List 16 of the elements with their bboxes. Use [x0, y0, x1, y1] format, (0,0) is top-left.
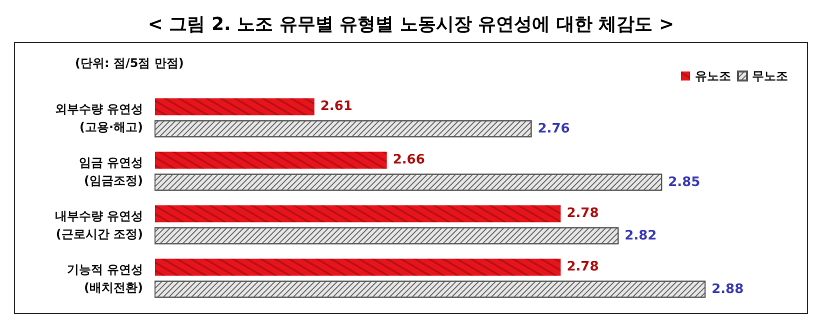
data-label: 2.66 [392, 152, 425, 168]
annotation: (단위: 점/5점 만점) [75, 56, 184, 70]
data-label: 2.82 [624, 228, 657, 244]
data-label: 2.88 [712, 282, 744, 297]
y-tick-label: 기능적 유연성 (배치전환) [66, 262, 143, 294]
legend-label: 유노조 [695, 69, 731, 83]
y-tick-label: 내부수량 유연성 (근로시간 조정) [54, 208, 143, 241]
data-label: 2.76 [538, 121, 570, 136]
y-tick-label: 임금 유연성 (임금조정) [78, 155, 143, 188]
legend-label: 무노조 [752, 69, 788, 83]
y-tick-label: 외부수량 유연성 (고용·해고) [54, 102, 143, 134]
data-label: 2.78 [566, 206, 599, 222]
data-label: 2.61 [320, 99, 352, 114]
data-label: 2.85 [668, 174, 700, 190]
chart-title: < 그림 2. 노조 유무별 유형별 노동시장 유연성에 대한 체감도 > [146, 13, 676, 37]
data-label: 2.78 [566, 260, 599, 275]
